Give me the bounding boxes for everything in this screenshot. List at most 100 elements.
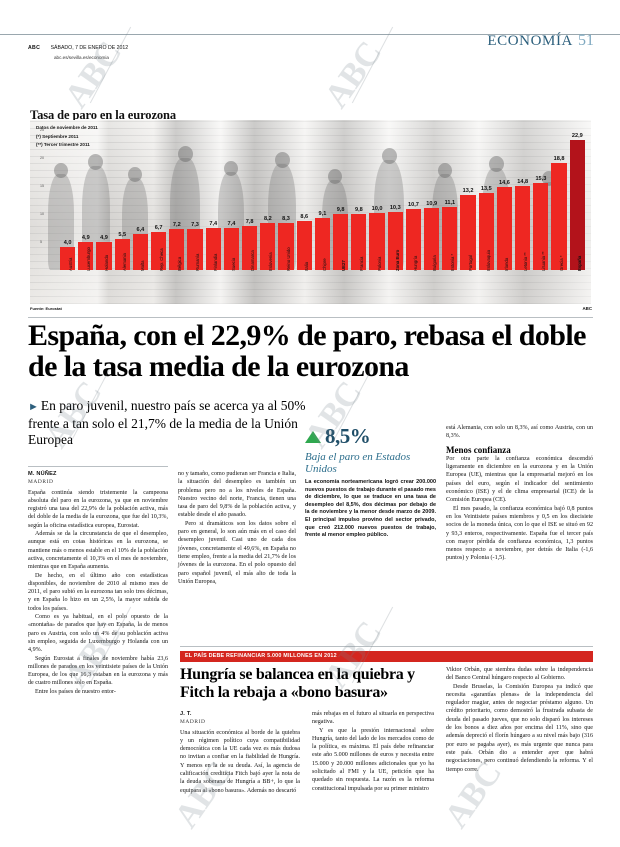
bar-value-label: 7,4 bbox=[209, 220, 218, 227]
chart-bar-column: 22,9 bbox=[569, 128, 585, 270]
us-value: 8,5% bbox=[325, 424, 371, 448]
paragraph: Pero si dramáticos son los datos sobre e… bbox=[178, 520, 296, 585]
bar bbox=[405, 209, 422, 270]
chart-category-label: España bbox=[577, 255, 583, 271]
chart-category-label: Rep. Checa bbox=[158, 248, 164, 271]
chart-category-label: Portugal bbox=[468, 254, 474, 271]
article-dateline: MADRID bbox=[28, 479, 54, 486]
chart-category-label: Grecia * bbox=[559, 255, 565, 271]
bar bbox=[387, 211, 403, 270]
chart-category-label: Luxemburgo bbox=[85, 247, 91, 271]
bar-value-label: 7,8 bbox=[245, 218, 254, 225]
chart-category-labels: Austria Luxemburgo Holanda Alemania Malta Rep… bbox=[60, 247, 585, 304]
kicker-arrow-icon: ► bbox=[28, 401, 39, 413]
bar bbox=[114, 238, 130, 270]
bar-value-label: 8,2 bbox=[263, 216, 272, 223]
paragraph: Según Eurostat a finales de noviembre ha… bbox=[28, 655, 168, 687]
bar bbox=[169, 229, 185, 270]
bar-value-label: 6,4 bbox=[136, 226, 145, 233]
chart-bar-column: 11,1 bbox=[442, 128, 458, 270]
y-tick-20: 20 bbox=[40, 156, 44, 160]
chart-category-label: Finlandia bbox=[213, 253, 219, 271]
bar bbox=[96, 242, 112, 270]
chart-category-label: Italia bbox=[304, 261, 310, 271]
triangle-up-icon bbox=[305, 430, 321, 443]
chart-bar-column: 10,7 bbox=[405, 128, 422, 270]
bar bbox=[569, 139, 585, 270]
us-body: La economía norteamericana logró crear 2… bbox=[305, 479, 436, 539]
bar-value-label: 18,8 bbox=[553, 156, 565, 163]
chart-bar-column: 18,8 bbox=[551, 128, 567, 270]
bar-value-label: 4,0 bbox=[63, 240, 72, 247]
chart-bar-column: 4,9 bbox=[78, 128, 94, 270]
bar bbox=[78, 242, 94, 270]
chart-credit: ABC bbox=[582, 306, 592, 311]
bar bbox=[260, 223, 276, 270]
bar bbox=[223, 227, 240, 270]
chart-bar-column: 8,2 bbox=[260, 128, 276, 270]
chart-bar-column: 10,3 bbox=[387, 128, 403, 270]
article-column-3: está Alemania, con solo un 8,3%, así com… bbox=[446, 424, 593, 563]
chart-bar-column: 7,3 bbox=[187, 128, 203, 270]
page-title: España, con el 22,9% de paro, rebasa el … bbox=[28, 319, 586, 383]
bar bbox=[442, 206, 458, 270]
bar-value-label: 7,4 bbox=[227, 220, 236, 227]
bar bbox=[424, 208, 440, 270]
unemployment-bar-chart: Datos de noviembre de 2011 (*) Septiembr… bbox=[30, 120, 591, 304]
chart-bar-column: 13,2 bbox=[460, 128, 476, 270]
bar bbox=[460, 195, 476, 270]
y-tick-5: 5 bbox=[40, 240, 42, 244]
chart-category-label: Suecia bbox=[231, 257, 237, 271]
chart-bar-column: 15,3 bbox=[533, 128, 549, 270]
bar bbox=[533, 183, 549, 270]
paragraph: Una situación económica al borde de la q… bbox=[180, 729, 300, 794]
chart-category-label: Polonia bbox=[377, 256, 383, 271]
bar-value-label: 9,1 bbox=[318, 211, 327, 218]
article-column-1: M. NÚÑEZ MADRID España continúa siendo t… bbox=[28, 470, 168, 696]
bottom-column-1: J. T. MADRID Una situación económica al … bbox=[180, 710, 300, 795]
legend-note-0: Datos de noviembre de 2011 bbox=[36, 125, 98, 130]
chart-bar-column: 8,6 bbox=[296, 128, 312, 270]
paragraph: El mes pasado, la confianza económica ba… bbox=[446, 505, 593, 562]
chart-bar-column: 4,9 bbox=[96, 128, 112, 270]
paragraph: más rebajas en el futuro al situarla en … bbox=[312, 711, 434, 726]
bar-value-label: 6,7 bbox=[154, 224, 163, 231]
chart-category-label: Rumanía bbox=[195, 253, 201, 271]
bar-value-label: 4,9 bbox=[81, 235, 90, 242]
us-subhead: Baja el paro en Estados Unidos bbox=[305, 451, 411, 475]
paragraph: Y es que la presión internacional sobre … bbox=[312, 727, 434, 792]
bar-value-label: 11,1 bbox=[444, 199, 456, 206]
chart-bar-column: 4,0 bbox=[60, 128, 76, 270]
bar-value-label: 7,3 bbox=[191, 221, 199, 228]
bar bbox=[242, 225, 258, 270]
bottom-column-3: Viktor Orbán, que siembra dudas sobre la… bbox=[446, 666, 593, 774]
chart-category-label: Bulgaria bbox=[431, 255, 437, 271]
bar bbox=[369, 213, 385, 270]
chart-source: Fuente: Eurostat bbox=[30, 306, 62, 311]
chart-category-label: Dinamarca bbox=[249, 250, 255, 271]
chart-bar-column: 10,9 bbox=[424, 128, 440, 270]
masthead-brand: ABC bbox=[28, 45, 41, 51]
chart-bar-column: 9,8 bbox=[333, 128, 349, 270]
bar-value-label: 10,0 bbox=[371, 206, 383, 213]
chart-category-label: Letonia ** bbox=[522, 252, 528, 271]
chart-category-label: UE27 bbox=[340, 260, 346, 271]
chart-bar-column: 7,4 bbox=[205, 128, 221, 270]
paragraph: Entre los países de nuestro entor- bbox=[35, 688, 116, 695]
chart-category-label: Eslovenia bbox=[267, 252, 273, 271]
paragraph: Desde Bruselas, la Comisión Europea ya i… bbox=[446, 683, 593, 773]
chart-bar-column: 7,2 bbox=[169, 128, 185, 270]
chart-source-text: Fuente: Eurostat bbox=[30, 306, 62, 311]
bottom-article-banner: EL PAÍS DEBE REFINANCIAR 5.000 MILLONES … bbox=[180, 651, 593, 662]
chart-bar-column: 10,0 bbox=[369, 128, 385, 270]
chart-category-label: Francia bbox=[358, 256, 364, 271]
bar-value-label: 14,8 bbox=[517, 178, 529, 185]
masthead-rule bbox=[0, 34, 620, 35]
bar-value-label: 13,2 bbox=[462, 188, 474, 195]
bar-value-label: 10,7 bbox=[408, 202, 419, 209]
paragraph: no y tamaño, como pudieran ser Francia e… bbox=[178, 471, 296, 519]
chart-category-label: Lituania ** bbox=[540, 251, 546, 271]
chart-category-label: Chipre bbox=[322, 258, 328, 271]
y-tick-15: 15 bbox=[40, 184, 44, 188]
bar-value-label: 13,5 bbox=[480, 186, 492, 193]
